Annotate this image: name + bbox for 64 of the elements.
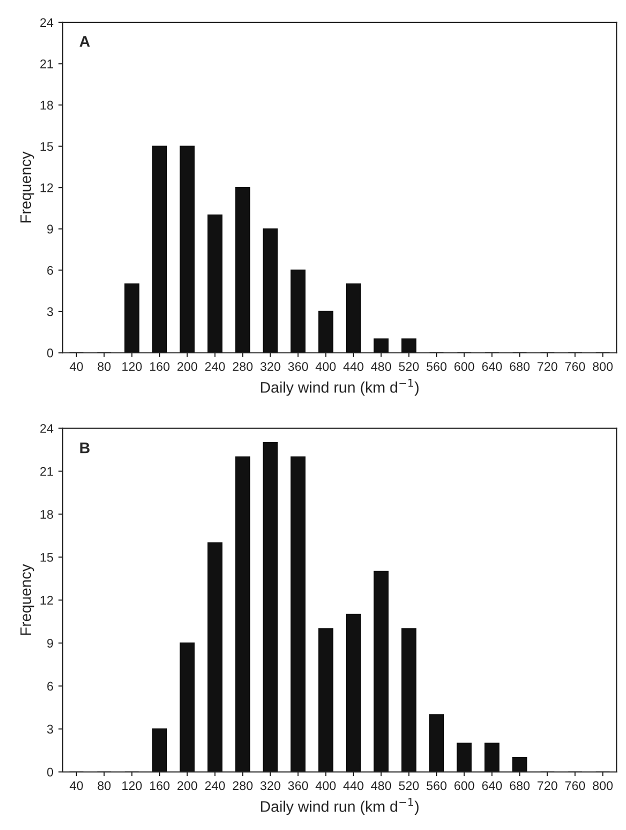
x-tick-label: 200 (177, 362, 198, 371)
y-tick-label: 9 (47, 224, 53, 234)
y-tick-label: 21 (40, 467, 53, 476)
x-tick-label: 480 (371, 781, 392, 790)
x-tick-label: 160 (150, 362, 170, 371)
x-tick-label: 160 (150, 781, 170, 790)
x-tick-label: 360 (288, 781, 308, 790)
y-tick-label: 12 (40, 183, 53, 192)
x-tick-label: 320 (260, 781, 280, 790)
x-tick-label: 40 (70, 362, 83, 371)
y-tick-label: 18 (40, 100, 54, 110)
x-tick-label: 440 (343, 781, 364, 790)
x-tick-label: 680 (510, 362, 530, 371)
x-tick-label: 720 (538, 362, 558, 371)
y-tick-label: 12 (40, 596, 53, 605)
x-tick-label: 240 (205, 781, 225, 790)
y-tick-label: 0 (47, 348, 54, 358)
x-tick-label: 480 (371, 362, 392, 371)
x-tick-label: 640 (482, 781, 502, 790)
y-tick-label: 18 (40, 510, 54, 519)
x-axis-title: Daily wind run (km d$^{−1}$) (260, 798, 419, 815)
x-tick-label: 760 (565, 362, 585, 371)
y-axis-title: Frequency (20, 564, 34, 635)
y-tick-label: 3 (47, 307, 54, 316)
x-tick-label: 680 (510, 781, 530, 790)
y-tick-label: 15 (40, 142, 54, 151)
x-axis-title: Daily wind run (km d$^{−1}$) (260, 378, 419, 396)
text: B (80, 442, 90, 454)
x-tick-label: 120 (122, 781, 142, 790)
x-tick-label: 320 (260, 362, 280, 371)
text: A (80, 36, 90, 47)
y-tick-label: 24 (40, 18, 54, 27)
x-tick-label: 520 (398, 781, 419, 790)
x-tick-label: 120 (122, 362, 142, 371)
x-tick-label: 400 (316, 362, 336, 371)
x-tick-label: 560 (426, 362, 446, 371)
y-tick-label: 24 (40, 424, 54, 433)
x-tick-label: 80 (98, 781, 111, 790)
y-tick-label: 3 (47, 724, 54, 734)
y-tick-label: 6 (47, 682, 54, 691)
x-tick-label: 400 (316, 781, 336, 790)
x-tick-label: 800 (592, 362, 613, 371)
x-tick-label: 560 (426, 781, 446, 790)
x-tick-label: 600 (454, 362, 474, 371)
x-tick-label: 760 (565, 781, 585, 790)
x-tick-label: 440 (343, 362, 364, 371)
x-tick-label: 640 (482, 362, 502, 371)
y-tick-label: 21 (40, 60, 53, 68)
x-tick-label: 40 (70, 781, 83, 790)
x-tick-label: 200 (177, 781, 198, 790)
y-tick-label: 9 (47, 638, 53, 648)
y-axis-title: Frequency (20, 152, 34, 222)
x-tick-label: 280 (232, 781, 253, 790)
x-tick-label: 80 (98, 362, 111, 371)
x-tick-label: 600 (454, 781, 474, 790)
x-tick-label: 280 (232, 362, 253, 371)
x-tick-label: 720 (538, 781, 558, 790)
x-tick-label: 800 (592, 781, 613, 790)
y-tick-label: 0 (47, 768, 54, 777)
x-tick-label: 360 (288, 362, 308, 371)
x-tick-label: 240 (205, 362, 225, 371)
y-tick-label: 15 (40, 553, 54, 562)
x-tick-label: 520 (398, 362, 419, 371)
y-tick-label: 6 (47, 266, 54, 275)
